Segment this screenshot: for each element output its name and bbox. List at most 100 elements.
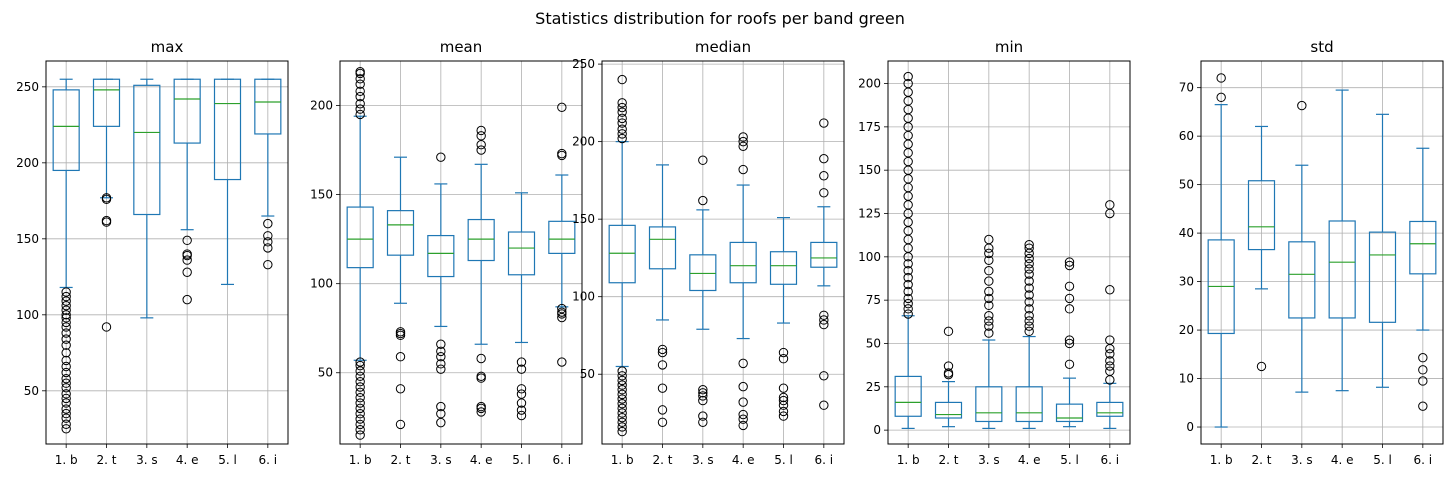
iqr-box bbox=[548, 220, 576, 254]
flier-point bbox=[355, 414, 365, 424]
flier-point bbox=[617, 412, 627, 423]
x-tick-label: 3. s bbox=[1291, 453, 1313, 467]
y-tick-label: 50 bbox=[580, 367, 595, 381]
flier-point bbox=[617, 113, 627, 124]
iqr-box bbox=[507, 231, 536, 276]
flier-point bbox=[61, 291, 71, 302]
flier-point bbox=[617, 398, 627, 409]
y-tick-label: 200 bbox=[310, 99, 333, 113]
flier-point bbox=[903, 265, 913, 276]
flier-point bbox=[903, 309, 913, 319]
subplot-title: mean bbox=[440, 38, 483, 56]
flier-point bbox=[778, 347, 789, 358]
flier-point bbox=[436, 359, 446, 369]
flier-point bbox=[778, 406, 789, 417]
y-tick-label: 75 bbox=[866, 293, 881, 307]
box-5. l bbox=[1055, 257, 1084, 428]
subplot-title: max bbox=[151, 38, 184, 56]
flier-point bbox=[476, 145, 486, 155]
flier-point bbox=[516, 364, 527, 374]
flier-point bbox=[182, 267, 192, 277]
y-tick-label: 100 bbox=[858, 250, 881, 264]
flier-point bbox=[819, 400, 829, 410]
flier-point bbox=[1105, 200, 1115, 210]
flier-point bbox=[903, 71, 913, 82]
flier-point bbox=[1024, 290, 1034, 300]
flier-point bbox=[1418, 376, 1428, 386]
box-6. i bbox=[254, 78, 282, 270]
flier-point bbox=[738, 136, 748, 147]
flier-point bbox=[903, 272, 913, 283]
flier-point bbox=[61, 322, 71, 332]
flier-point bbox=[778, 411, 789, 421]
flier-point bbox=[395, 419, 406, 430]
x-tick-label: 6. i bbox=[259, 453, 278, 467]
flier-point bbox=[778, 383, 789, 393]
flier-point bbox=[617, 129, 627, 139]
iqr-box bbox=[1288, 241, 1316, 319]
flier-point bbox=[819, 118, 829, 128]
y-tick-label: 200 bbox=[572, 135, 595, 149]
flier-point bbox=[984, 316, 994, 326]
x-tick-label: 1. b bbox=[611, 453, 634, 467]
flier-point bbox=[395, 327, 406, 337]
iqr-box bbox=[1055, 403, 1084, 423]
flier-point bbox=[355, 398, 365, 408]
box-5. l bbox=[769, 217, 798, 421]
flier-point bbox=[61, 419, 71, 429]
flier-point bbox=[778, 392, 789, 403]
flier-point bbox=[476, 125, 486, 136]
iqr-box bbox=[254, 78, 282, 135]
flier-point bbox=[182, 235, 192, 246]
iqr-box bbox=[729, 241, 757, 284]
flier-point bbox=[1064, 359, 1075, 369]
flier-point bbox=[436, 352, 446, 362]
flier-point bbox=[355, 403, 365, 414]
flier-point bbox=[476, 407, 486, 417]
flier-point bbox=[1064, 335, 1075, 345]
y-tick-label: 25 bbox=[866, 380, 881, 394]
flier-point bbox=[984, 276, 994, 286]
flier-point bbox=[61, 317, 71, 328]
box-2. t bbox=[1247, 125, 1276, 372]
box-6. i bbox=[810, 118, 838, 410]
flier-point bbox=[778, 395, 789, 406]
flier-point bbox=[61, 408, 71, 419]
subplot-min: min 0 25 50 75 100 125 150 175 200 1. b 2. t 3. s 4. … bbox=[858, 38, 1131, 467]
y-tick-label: 100 bbox=[572, 290, 595, 304]
flier-point bbox=[617, 380, 627, 390]
flier-point bbox=[657, 360, 668, 370]
y-tick-label: 200 bbox=[858, 77, 881, 91]
flier-point bbox=[984, 255, 994, 265]
y-tick-label: 200 bbox=[16, 156, 39, 170]
y-tick-label: 0 bbox=[1186, 420, 1194, 434]
flier-point bbox=[61, 378, 71, 388]
flier-point bbox=[516, 398, 527, 408]
iqr-box bbox=[133, 84, 161, 216]
y-tick-label: 150 bbox=[572, 212, 595, 226]
flier-point bbox=[61, 424, 71, 434]
x-tick-label: 5. l bbox=[512, 453, 531, 467]
flier-point bbox=[61, 413, 71, 423]
flier-point bbox=[617, 394, 627, 404]
box-2. t bbox=[92, 78, 121, 332]
y-tick-label: 150 bbox=[858, 163, 881, 177]
flier-point bbox=[1024, 283, 1034, 293]
flier-point bbox=[819, 188, 829, 198]
x-tick-label: 2. t bbox=[939, 453, 959, 467]
flier-point bbox=[657, 405, 668, 415]
flier-point bbox=[355, 371, 365, 382]
axes-frame bbox=[601, 60, 845, 445]
iqr-box bbox=[769, 251, 798, 285]
iqr-box bbox=[975, 386, 1003, 423]
x-tick-label: 6. i bbox=[553, 453, 572, 467]
iqr-box bbox=[1096, 401, 1124, 417]
box-6. i bbox=[1096, 200, 1124, 430]
flier-point bbox=[738, 414, 748, 424]
flier-point bbox=[1064, 257, 1075, 267]
flier-point bbox=[657, 383, 668, 393]
flier-point bbox=[355, 392, 365, 403]
flier-point bbox=[1216, 92, 1226, 103]
flier-point bbox=[263, 218, 273, 229]
iqr-box bbox=[173, 78, 201, 144]
